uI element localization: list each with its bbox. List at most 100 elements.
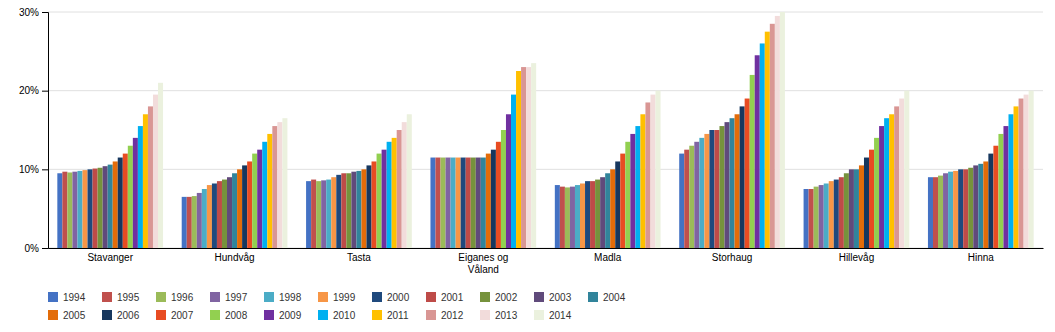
bar bbox=[461, 158, 466, 248]
legend-item: 2007 bbox=[156, 310, 194, 321]
bar-series bbox=[118, 106, 994, 248]
bar bbox=[770, 24, 775, 248]
bar bbox=[565, 187, 570, 248]
legend-item: 2004 bbox=[588, 292, 626, 303]
bar bbox=[257, 150, 262, 248]
bar bbox=[217, 181, 222, 248]
bar bbox=[351, 172, 356, 248]
bar bbox=[968, 168, 973, 248]
bar bbox=[570, 187, 575, 248]
bar bbox=[113, 161, 118, 248]
legend-item: 2014 bbox=[534, 310, 572, 321]
x-tick: Hundvåg bbox=[215, 252, 255, 263]
legend-swatch bbox=[156, 310, 166, 320]
bar bbox=[884, 118, 889, 248]
legend-swatch bbox=[210, 292, 220, 302]
x-tick-label-line: Tasta bbox=[347, 252, 371, 263]
bar bbox=[306, 181, 311, 248]
bars bbox=[57, 12, 1033, 248]
bar bbox=[72, 172, 77, 248]
x-tick-label: Eiganes ogVåland bbox=[458, 252, 508, 275]
bar bbox=[993, 146, 998, 248]
bar bbox=[62, 172, 67, 248]
bar bbox=[585, 181, 590, 248]
bar bbox=[879, 126, 884, 248]
bar bbox=[435, 158, 440, 248]
bar bbox=[227, 177, 232, 248]
bar bbox=[679, 154, 684, 248]
bar bbox=[869, 150, 874, 248]
y-tick-label: 10% bbox=[19, 164, 39, 175]
bar bbox=[143, 114, 148, 248]
bar bbox=[809, 189, 814, 248]
bar bbox=[118, 158, 123, 248]
bar bbox=[699, 138, 704, 248]
x-tick: Hinna bbox=[968, 252, 995, 263]
x-tick-label-line: Madla bbox=[594, 252, 622, 263]
legend-label: 2004 bbox=[603, 292, 626, 303]
bar bbox=[148, 106, 153, 248]
bar bbox=[187, 197, 192, 248]
bar bbox=[725, 122, 730, 248]
bar bbox=[998, 134, 1003, 248]
x-axis: StavangerHundvågTastaEiganes ogVålandMad… bbox=[49, 249, 1044, 275]
bar bbox=[839, 177, 844, 248]
y-tick: 0% bbox=[25, 243, 48, 254]
bar bbox=[182, 197, 187, 248]
bar bbox=[1024, 95, 1029, 248]
bar bbox=[745, 99, 750, 248]
legend-swatch bbox=[372, 292, 382, 302]
bar bbox=[973, 165, 978, 248]
bar bbox=[630, 134, 635, 248]
bar bbox=[466, 158, 471, 248]
bar bbox=[735, 114, 740, 248]
bar bbox=[610, 169, 615, 248]
bar bbox=[625, 142, 630, 248]
legend-item: 2006 bbox=[102, 310, 140, 321]
legend-label: 2005 bbox=[63, 310, 86, 321]
bar bbox=[446, 158, 451, 248]
legend-item: 2000 bbox=[372, 292, 410, 303]
x-tick-label: Hundvåg bbox=[215, 252, 255, 263]
bar bbox=[531, 63, 536, 248]
x-tick-label: Storhaug bbox=[712, 252, 753, 263]
legend-swatch bbox=[426, 310, 436, 320]
legend-label: 2003 bbox=[549, 292, 572, 303]
legend-item: 2010 bbox=[318, 310, 356, 321]
bar bbox=[516, 71, 521, 248]
legend-item: 1997 bbox=[210, 292, 248, 303]
x-tick-label-line: Eiganes og bbox=[458, 252, 508, 263]
bar bbox=[834, 180, 839, 248]
legend-item: 1998 bbox=[264, 292, 302, 303]
legend-swatch bbox=[480, 292, 490, 302]
bar-series bbox=[153, 16, 1029, 248]
bar bbox=[645, 102, 650, 248]
bar bbox=[82, 170, 87, 248]
legend-item: 1999 bbox=[318, 292, 356, 303]
y-tick-mark bbox=[42, 91, 48, 92]
bar bbox=[1014, 106, 1019, 248]
grid bbox=[48, 12, 1043, 248]
bar bbox=[854, 169, 859, 248]
legend-swatch bbox=[426, 292, 436, 302]
legend-label: 2012 bbox=[441, 310, 464, 321]
legend-item: 2013 bbox=[480, 310, 518, 321]
y-tick-mark bbox=[42, 12, 48, 13]
bar bbox=[714, 130, 719, 248]
bar bbox=[456, 158, 461, 248]
legend-swatch bbox=[102, 310, 112, 320]
bar bbox=[57, 173, 62, 248]
bar bbox=[481, 158, 486, 248]
y-tick-mark bbox=[42, 248, 48, 249]
x-tick: Tasta bbox=[347, 252, 371, 263]
bar bbox=[272, 126, 277, 248]
bar bbox=[521, 67, 526, 248]
bar bbox=[207, 185, 212, 248]
legend-label: 2000 bbox=[387, 292, 410, 303]
bar bbox=[277, 122, 282, 248]
bar bbox=[775, 16, 780, 248]
bar bbox=[511, 95, 516, 248]
legend-swatch bbox=[372, 310, 382, 320]
bar bbox=[899, 99, 904, 248]
y-axis-line bbox=[42, 13, 49, 249]
